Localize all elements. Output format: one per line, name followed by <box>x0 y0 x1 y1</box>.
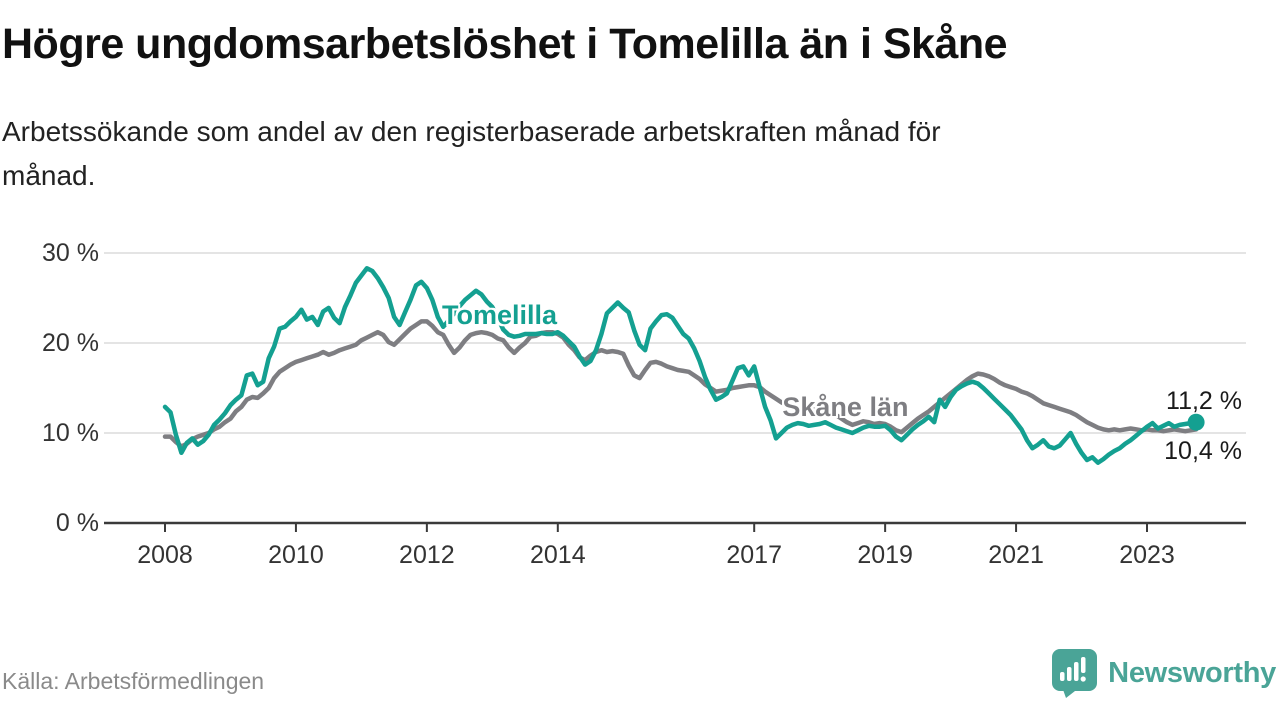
x-axis-tick-label: 2021 <box>988 541 1044 569</box>
page-title: Högre ungdomsarbetslöshet i Tomelilla än… <box>2 20 1008 68</box>
newsworthy-logo: Newsworthy <box>1051 648 1276 698</box>
series-label-sk-ne-l-n: Skåne län <box>782 391 909 422</box>
x-axis-tick-label: 2019 <box>857 541 913 569</box>
x-axis-tick-label: 2017 <box>726 541 782 569</box>
y-axis-tick-label: 20 % <box>42 329 99 357</box>
series-end-value-label: 11,2 % <box>1166 387 1242 416</box>
series-line-tomelilla <box>162 266 1199 465</box>
newsworthy-logo-text: Newsworthy <box>1108 656 1276 689</box>
y-axis-tick-label: 30 % <box>42 239 99 267</box>
x-axis-tick-label: 2008 <box>137 541 193 569</box>
y-axis-tick-label: 0 % <box>55 509 99 537</box>
chart-subtitle: Arbetssökande som andel av den registerb… <box>2 110 1222 198</box>
source-note: Källa: Arbetsförmedlingen <box>2 668 265 694</box>
y-axis-tick-label: 10 % <box>42 419 99 447</box>
subtitle-line-2: månad. <box>2 160 96 192</box>
series-line-sk-ne-l-n <box>162 319 1199 449</box>
x-axis-tick-label: 2012 <box>399 541 455 569</box>
subtitle-line-1: Arbetssökande som andel av den registerb… <box>2 116 941 147</box>
bar-chart-speech-bubble-icon <box>1052 649 1098 698</box>
series-end-value-label: 10,4 % <box>1164 436 1242 465</box>
x-axis-tick-label: 2014 <box>529 541 586 569</box>
series-label-tomelilla: Tomelilla <box>441 300 557 330</box>
x-axis-tick-label: 2023 <box>1119 541 1175 569</box>
x-axis-tick-label: 2010 <box>268 541 324 569</box>
